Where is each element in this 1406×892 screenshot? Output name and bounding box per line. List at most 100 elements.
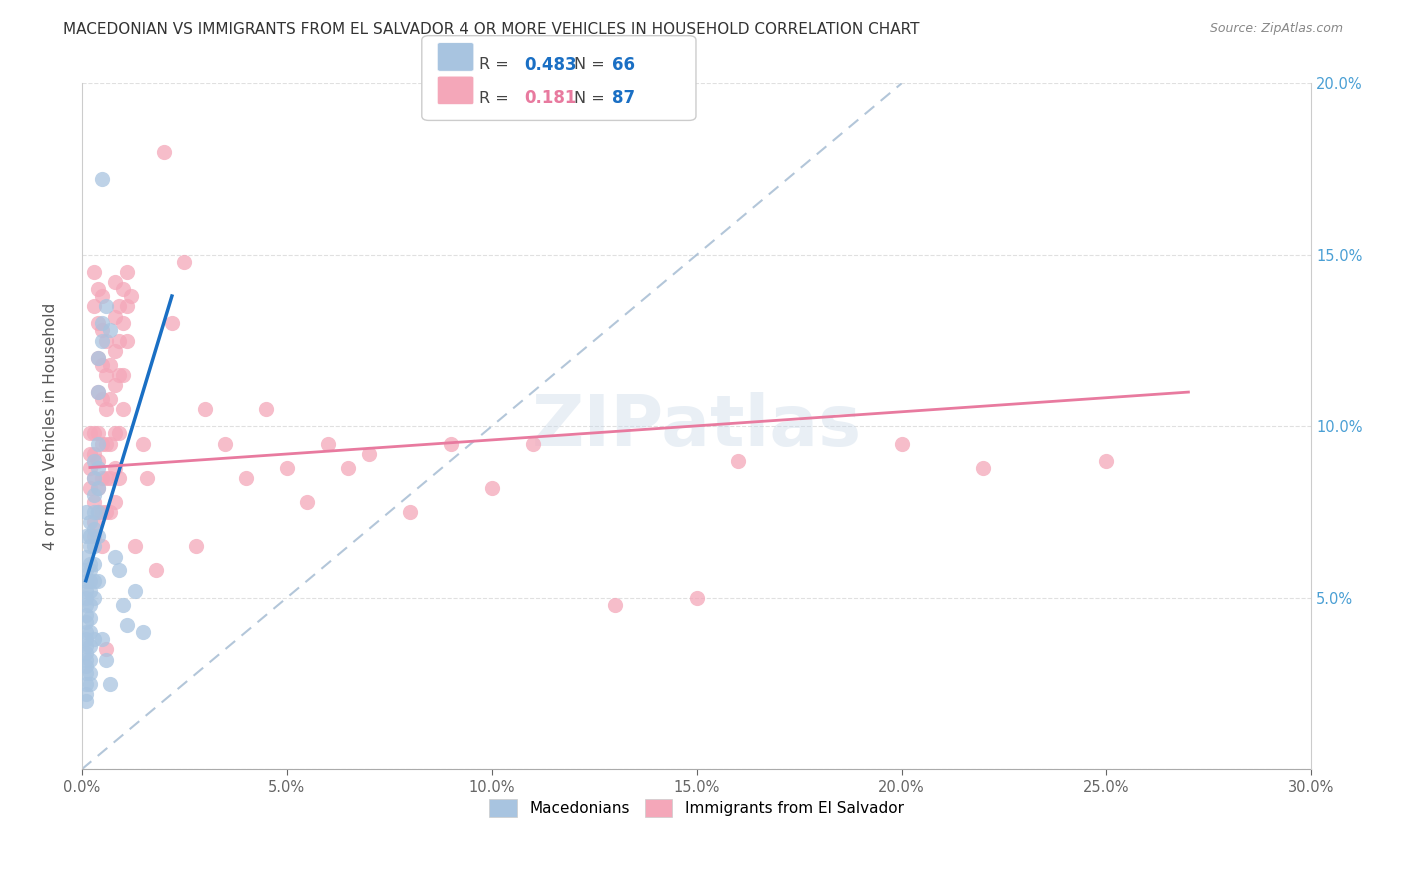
Point xyxy=(83,265,105,279)
Text: N =: N = xyxy=(574,57,610,72)
Point xyxy=(100,436,122,450)
Point xyxy=(132,436,155,450)
Text: 66: 66 xyxy=(612,56,634,74)
Point xyxy=(194,402,217,417)
Point xyxy=(79,625,101,640)
Point xyxy=(398,505,420,519)
Point xyxy=(173,254,195,268)
Point xyxy=(87,426,110,441)
Point xyxy=(91,392,114,406)
Point xyxy=(136,471,159,485)
Point xyxy=(91,505,114,519)
Text: R =: R = xyxy=(479,57,515,72)
Point xyxy=(79,639,101,653)
Point xyxy=(83,557,105,571)
Point xyxy=(83,540,105,554)
Point xyxy=(83,529,105,543)
Point xyxy=(75,659,97,673)
Point xyxy=(91,317,114,331)
Point xyxy=(79,447,101,461)
Point xyxy=(124,540,146,554)
Point xyxy=(87,481,110,495)
Point xyxy=(75,676,97,690)
Point xyxy=(83,299,105,313)
Point xyxy=(1095,453,1118,467)
Point xyxy=(115,299,138,313)
Point xyxy=(79,563,101,577)
Point xyxy=(87,460,110,475)
Point xyxy=(115,265,138,279)
Point xyxy=(96,436,118,450)
Text: Source: ZipAtlas.com: Source: ZipAtlas.com xyxy=(1209,22,1343,36)
Point xyxy=(87,436,110,450)
Point xyxy=(75,574,97,588)
Point xyxy=(87,505,110,519)
Point xyxy=(107,299,129,313)
Point xyxy=(890,436,912,450)
Point xyxy=(972,460,994,475)
Point xyxy=(87,351,110,365)
Point xyxy=(727,453,749,467)
Point xyxy=(103,378,125,392)
Point xyxy=(91,323,114,337)
Point xyxy=(107,426,129,441)
Point xyxy=(100,505,122,519)
Point xyxy=(83,495,105,509)
Point xyxy=(111,598,134,612)
Point xyxy=(295,495,318,509)
Point xyxy=(83,471,105,485)
Point xyxy=(91,334,114,348)
Point xyxy=(685,591,707,605)
Point xyxy=(316,436,339,450)
Point xyxy=(160,317,183,331)
Point xyxy=(75,584,97,599)
Point xyxy=(124,584,146,599)
Point xyxy=(111,317,134,331)
Point xyxy=(100,471,122,485)
Point xyxy=(103,460,125,475)
Text: 0.181: 0.181 xyxy=(524,89,576,107)
Y-axis label: 4 or more Vehicles in Household: 4 or more Vehicles in Household xyxy=(44,302,58,550)
Point xyxy=(96,471,118,485)
Point xyxy=(79,598,101,612)
Point xyxy=(337,460,360,475)
Point xyxy=(75,652,97,666)
Point xyxy=(75,639,97,653)
Point xyxy=(87,481,110,495)
Text: R =: R = xyxy=(479,91,515,105)
Point xyxy=(87,505,110,519)
Point xyxy=(75,598,97,612)
Point xyxy=(96,402,118,417)
Point xyxy=(83,522,105,536)
Point xyxy=(75,615,97,629)
Point xyxy=(96,642,118,657)
Point xyxy=(83,447,105,461)
Point xyxy=(214,436,236,450)
Point xyxy=(91,632,114,646)
Point xyxy=(75,687,97,701)
Point xyxy=(87,351,110,365)
Point xyxy=(83,574,105,588)
Point xyxy=(79,516,101,530)
Point xyxy=(79,557,101,571)
Text: N =: N = xyxy=(574,91,610,105)
Point xyxy=(120,289,142,303)
Point xyxy=(91,358,114,372)
Point xyxy=(96,299,118,313)
Point xyxy=(79,529,101,543)
Point xyxy=(152,145,174,159)
Point xyxy=(75,666,97,681)
Point xyxy=(115,618,138,632)
Point xyxy=(96,334,118,348)
Point xyxy=(91,172,114,186)
Point xyxy=(522,436,544,450)
Point xyxy=(103,310,125,324)
Point xyxy=(87,385,110,400)
Point xyxy=(87,453,110,467)
Point xyxy=(87,385,110,400)
Point xyxy=(276,460,298,475)
Text: 87: 87 xyxy=(612,89,634,107)
Point xyxy=(75,646,97,660)
Point xyxy=(100,358,122,372)
Point xyxy=(254,402,277,417)
